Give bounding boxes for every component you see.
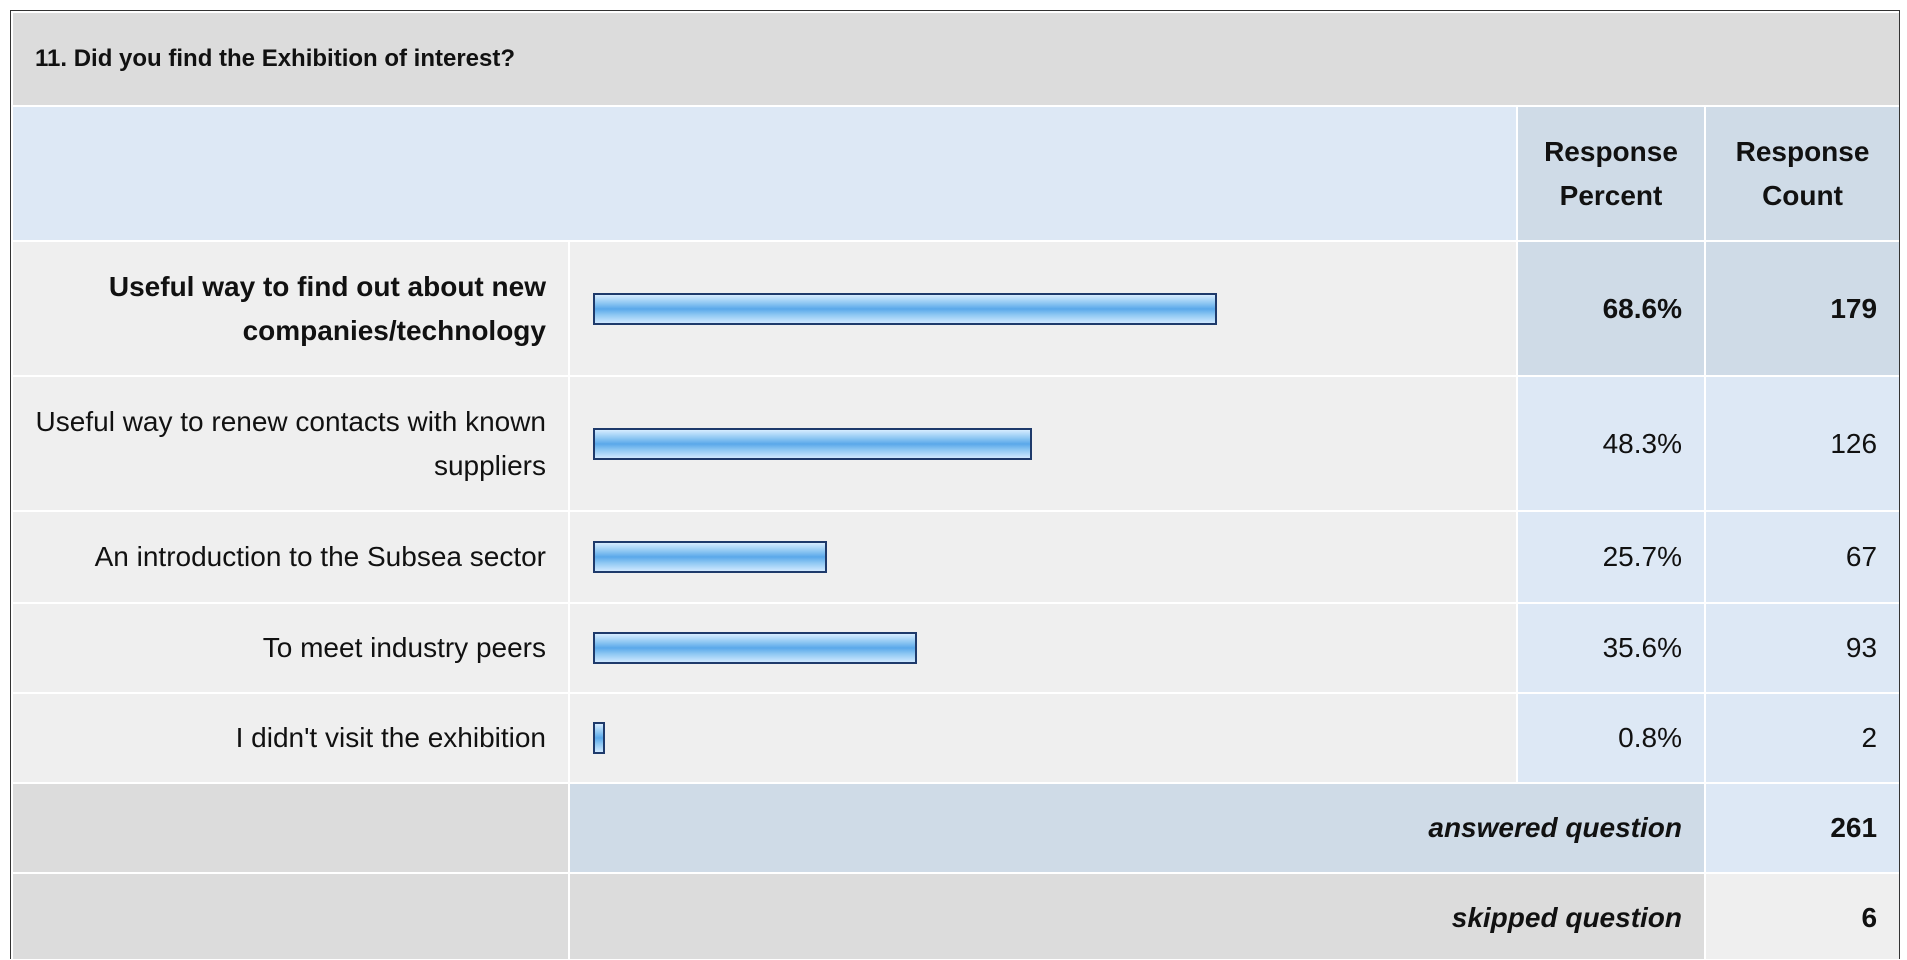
answered-row: answered question 261: [11, 782, 1899, 874]
bar: [593, 541, 827, 573]
bar: [593, 292, 1217, 325]
answered-label: answered question: [568, 782, 1706, 874]
count-header: Response Count: [1703, 105, 1899, 242]
answer-label: An introduction to the Subsea sector: [11, 510, 570, 604]
answer-row: An introduction to the Subsea sector 25.7…: [11, 510, 1899, 604]
footer-blank: [11, 872, 570, 959]
answer-label: I didn't visit the exhibition: [11, 692, 570, 784]
answer-row: I didn't visit the exhibition 0.8% 2: [11, 692, 1899, 784]
answer-row: Useful way to renew contacts with known …: [11, 375, 1899, 512]
title-row: 11. Did you find the Exhibition of inter…: [11, 11, 1899, 107]
skipped-count: 6: [1703, 872, 1899, 959]
response-percent: 0.8%: [1516, 692, 1706, 784]
response-percent: 35.6%: [1516, 602, 1706, 694]
answered-count: 261: [1703, 782, 1899, 874]
response-count: 67: [1703, 510, 1899, 604]
results-table: 11. Did you find the Exhibition of inter…: [11, 11, 1899, 959]
bar-cell: [568, 510, 1518, 604]
response-count: 126: [1703, 375, 1899, 512]
question-title: 11. Did you find the Exhibition of inter…: [11, 11, 1899, 107]
footer-blank: [11, 782, 570, 874]
answer-row: Useful way to find out about new compani…: [11, 240, 1899, 377]
bar-cell: [568, 240, 1518, 377]
response-percent: 68.6%: [1516, 240, 1706, 377]
answer-label: Useful way to find out about new compani…: [11, 240, 570, 377]
header-blank: [11, 105, 1518, 242]
response-count: 2: [1703, 692, 1899, 784]
bar: [593, 427, 1033, 460]
answer-label: Useful way to renew contacts with known …: [11, 375, 570, 512]
bar: [593, 722, 605, 754]
bar: [593, 632, 917, 664]
response-percent: 25.7%: [1516, 510, 1706, 604]
response-percent: 48.3%: [1516, 375, 1706, 512]
answer-label: To meet industry peers: [11, 602, 570, 694]
answer-row: To meet industry peers 35.6% 93: [11, 602, 1899, 694]
skipped-row: skipped question 6: [11, 872, 1899, 959]
skipped-label: skipped question: [568, 872, 1706, 959]
response-count: 179: [1703, 240, 1899, 377]
bar-cell: [568, 602, 1518, 694]
survey-panel: 11. Did you find the Exhibition of inter…: [10, 10, 1900, 959]
bar-cell: [568, 692, 1518, 784]
response-count: 93: [1703, 602, 1899, 694]
header-row: Response Percent Response Count: [11, 105, 1899, 242]
bar-cell: [568, 375, 1518, 512]
percent-header: Response Percent: [1516, 105, 1706, 242]
